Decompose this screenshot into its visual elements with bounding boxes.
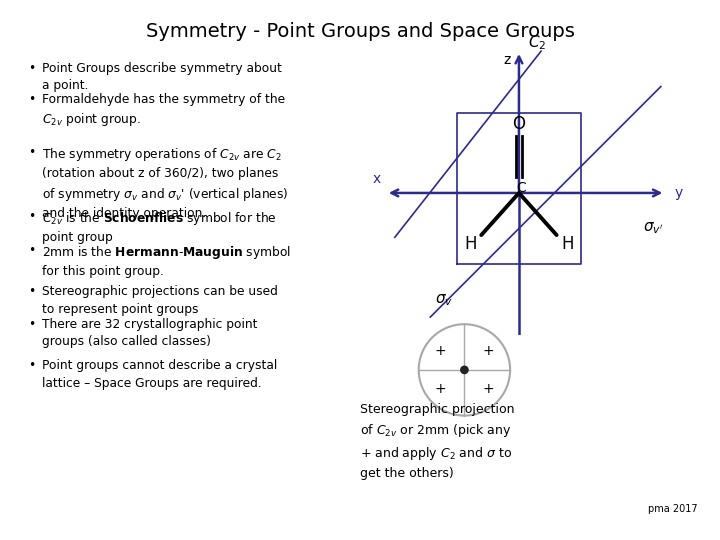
Circle shape bbox=[461, 366, 468, 374]
Text: +: + bbox=[482, 343, 494, 357]
Text: •: • bbox=[28, 285, 35, 298]
Text: •: • bbox=[28, 210, 35, 223]
Text: $\sigma_v$: $\sigma_v$ bbox=[435, 293, 453, 308]
Text: $C_2$: $C_2$ bbox=[528, 33, 546, 52]
Text: Point Groups describe symmetry about
a point.: Point Groups describe symmetry about a p… bbox=[42, 62, 282, 92]
Text: z: z bbox=[503, 53, 511, 67]
Text: H: H bbox=[562, 235, 574, 253]
Text: Formaldehyde has the symmetry of the
$C_{2v}$ point group.: Formaldehyde has the symmetry of the $C_… bbox=[42, 93, 285, 129]
Text: pma 2017: pma 2017 bbox=[648, 504, 698, 514]
Text: C: C bbox=[516, 180, 526, 194]
Text: •: • bbox=[28, 62, 35, 75]
Text: •: • bbox=[28, 146, 35, 159]
Text: •: • bbox=[28, 318, 35, 331]
Text: 2mm is the $\mathbf{Hermann}$-$\mathbf{Mauguin}$ symbol
for this point group.: 2mm is the $\mathbf{Hermann}$-$\mathbf{M… bbox=[42, 244, 291, 279]
Text: +: + bbox=[435, 382, 446, 396]
Text: The symmetry operations of $C_{2v}$ are $C_2$
(rotation about z of 360/2), two p: The symmetry operations of $C_{2v}$ are … bbox=[42, 146, 289, 220]
Text: O: O bbox=[513, 115, 526, 133]
Text: Stereographic projections can be used
to represent point groups: Stereographic projections can be used to… bbox=[42, 285, 278, 315]
Text: •: • bbox=[28, 93, 35, 106]
Text: •: • bbox=[28, 244, 35, 257]
Text: Stereographic projection
of $C_{2v}$ or 2mm (pick any
+ and apply $C_2$ and $\si: Stereographic projection of $C_{2v}$ or … bbox=[360, 403, 515, 480]
Text: •: • bbox=[28, 359, 35, 372]
Text: H: H bbox=[464, 235, 477, 253]
Text: +: + bbox=[482, 382, 494, 396]
Text: $C_{2v}$ is the $\mathbf{Schoenflies}$ symbol for the
point group: $C_{2v}$ is the $\mathbf{Schoenflies}$ s… bbox=[42, 210, 276, 245]
Text: +: + bbox=[435, 343, 446, 357]
Text: Point groups cannot describe a crystal
lattice – Space Groups are required.: Point groups cannot describe a crystal l… bbox=[42, 359, 277, 389]
Text: Symmetry - Point Groups and Space Groups: Symmetry - Point Groups and Space Groups bbox=[145, 22, 575, 41]
Text: x: x bbox=[373, 172, 381, 186]
Text: y: y bbox=[674, 186, 683, 200]
Text: $\sigma_{v'}$: $\sigma_{v'}$ bbox=[643, 220, 664, 237]
Text: There are 32 crystallographic point
groups (also called classes): There are 32 crystallographic point grou… bbox=[42, 318, 258, 348]
